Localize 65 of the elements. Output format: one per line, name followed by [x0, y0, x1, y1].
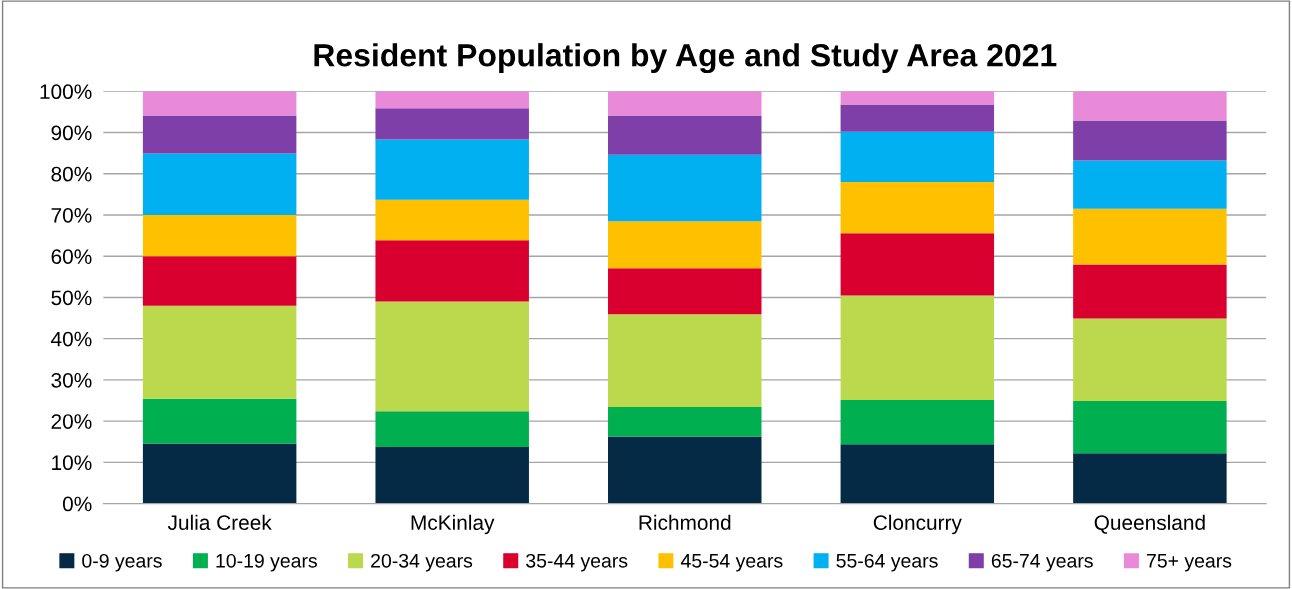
bar: [375, 411, 529, 448]
legend-label: 10-19 years: [216, 553, 317, 572]
y-tick-label: 90%: [51, 125, 92, 141]
x-tick-label: Queensland: [1094, 514, 1205, 534]
y-tick-label: 70%: [51, 207, 92, 223]
bar: [375, 301, 529, 412]
bar: [608, 314, 762, 408]
bar: [608, 268, 762, 315]
y-tick-label: 40%: [51, 331, 92, 347]
bar: [1073, 160, 1227, 209]
bar: [1073, 120, 1227, 161]
bar: [1073, 453, 1227, 504]
bar: [608, 115, 762, 155]
y-tick-label: 100%: [40, 84, 92, 100]
bar: [375, 240, 529, 302]
bar: [608, 407, 762, 437]
bar: [840, 104, 995, 132]
x-tick-label: Richmond: [639, 514, 731, 531]
y-tick-label: 80%: [51, 166, 92, 182]
bar: [840, 295, 995, 401]
bar: [375, 91, 529, 109]
bar: [840, 91, 995, 105]
legend-label: 75+ years: [1147, 554, 1232, 572]
bar: [840, 444, 995, 504]
bar: [142, 443, 297, 504]
bar: [142, 256, 297, 306]
bar: [608, 91, 762, 116]
bar: [1073, 400, 1227, 454]
bar: [375, 139, 529, 200]
x-tick-label: Cloncurry: [873, 514, 962, 535]
bar: [1073, 264, 1227, 319]
bar: [1073, 208, 1227, 265]
y-tick-label: 50%: [51, 290, 92, 306]
bar: [840, 400, 995, 445]
legend-label: 0-9 years: [82, 553, 162, 572]
bar: [142, 305, 297, 399]
bar: [840, 233, 995, 296]
legend-label: 20-34 years: [371, 553, 473, 572]
bar: [608, 436, 762, 504]
bar: [375, 108, 529, 140]
bar: [142, 115, 297, 154]
bar: [142, 91, 297, 116]
x-tick-label: McKinlay: [411, 514, 495, 535]
chart-title: Resident Population by Age and Study Area 2021: [314, 43, 1057, 74]
bar: [142, 153, 297, 215]
legend-label: 45-54 years: [680, 554, 783, 572]
y-tick-label: 20%: [51, 414, 92, 429]
legend-label: 55-64 years: [836, 553, 938, 572]
bar: [1073, 318, 1227, 401]
y-tick-label: 30%: [51, 372, 92, 388]
y-tick-label: 10%: [52, 455, 92, 471]
y-tick-label: 0%: [62, 496, 92, 512]
legend-label: 35-44 years: [526, 553, 628, 572]
bar: [375, 447, 529, 504]
bar: [840, 182, 995, 234]
bar: [375, 199, 529, 241]
bar: [142, 214, 297, 257]
bar: [1073, 91, 1227, 121]
y-tick-label: 60%: [51, 249, 92, 264]
bar: [142, 398, 297, 444]
legend-label: 65-74 years: [991, 553, 1093, 572]
bar: [608, 154, 762, 222]
bar: [840, 131, 995, 182]
bar: [608, 221, 762, 269]
x-tick-label: Julia Creek: [167, 514, 272, 531]
